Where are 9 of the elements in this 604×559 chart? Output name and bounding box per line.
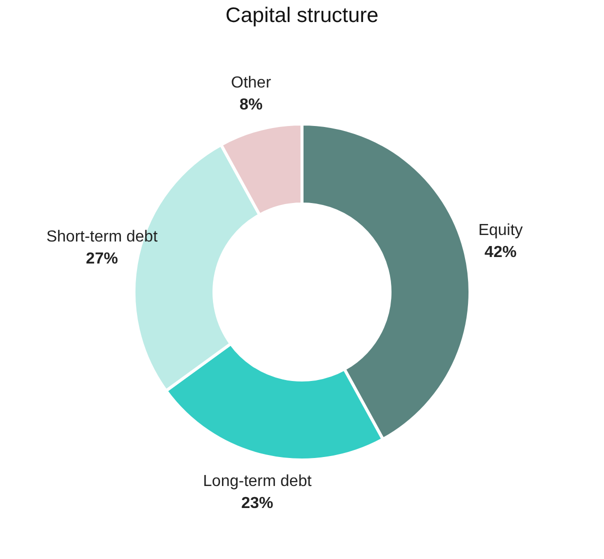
slice-label: Short-term debt — [46, 228, 158, 246]
slice-label: Equity — [478, 222, 523, 240]
data-label: 27% — [86, 250, 118, 268]
data-label: 23% — [241, 495, 274, 512]
slice-label: Other — [231, 74, 272, 92]
slice-label: Long-term debt — [203, 473, 312, 490]
data-label: 42% — [484, 244, 517, 262]
chart-title: Capital structure — [226, 4, 378, 27]
data-label: 8% — [239, 96, 263, 114]
